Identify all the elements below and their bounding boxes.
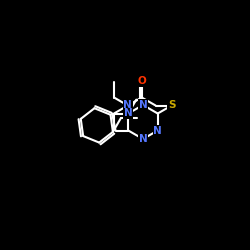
Text: N: N <box>138 134 147 144</box>
Text: N: N <box>124 108 133 118</box>
Text: N: N <box>153 126 162 136</box>
Text: N: N <box>124 100 132 110</box>
Text: S: S <box>168 100 175 110</box>
Text: N: N <box>138 100 147 110</box>
Text: O: O <box>137 76 146 86</box>
